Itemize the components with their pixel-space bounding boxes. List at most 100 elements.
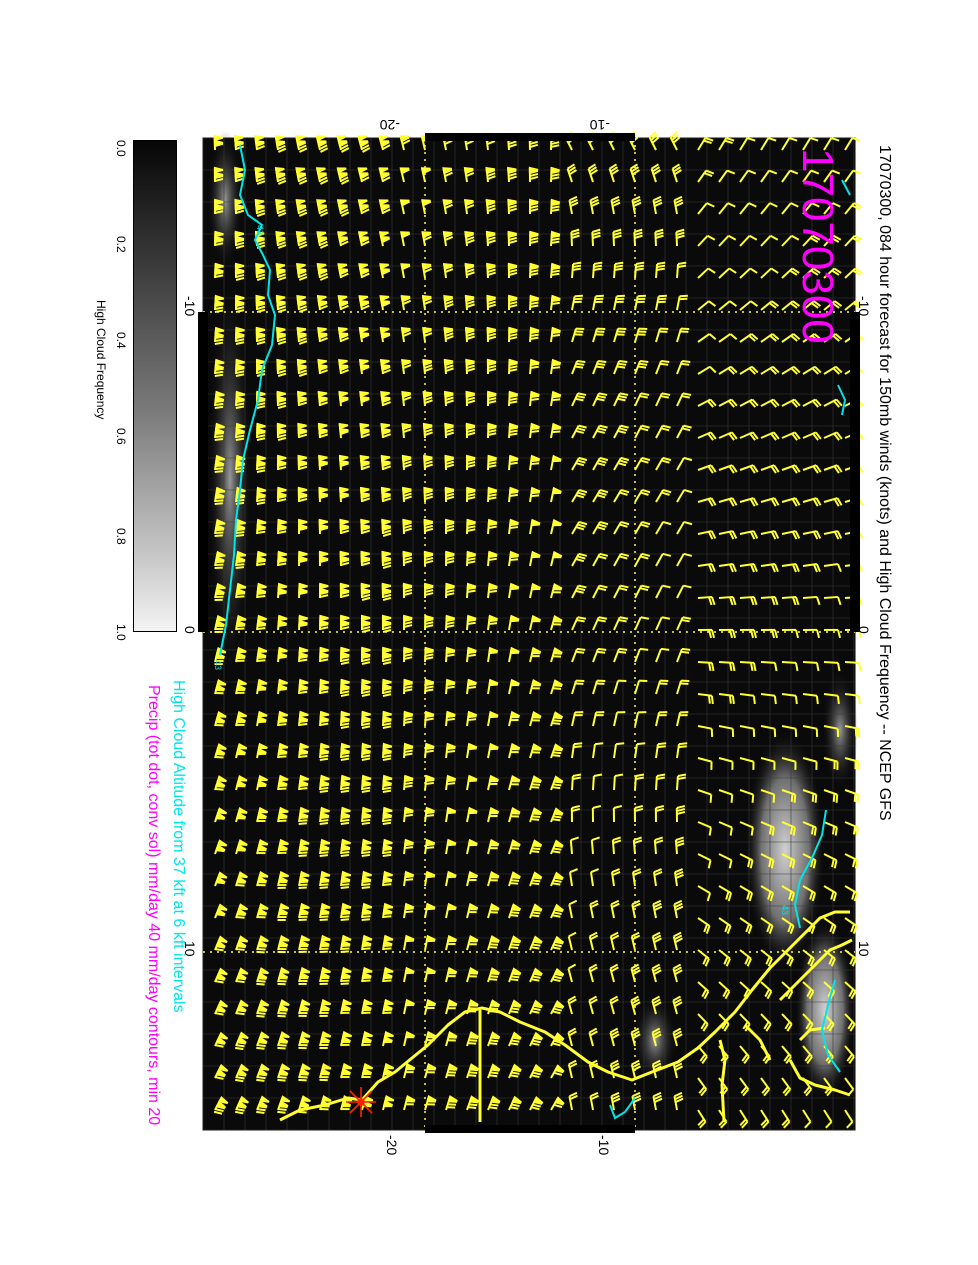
wind-barb: [298, 614, 308, 631]
wind-barb: [214, 678, 227, 695]
wind-barb: [760, 853, 775, 869]
wind-barb: [442, 167, 453, 183]
wind-barb: [317, 422, 329, 439]
wind-barb: [445, 646, 456, 663]
wind-barb: [718, 300, 738, 311]
wind-barb: [487, 1031, 501, 1047]
wind-barb: [402, 582, 413, 599]
wind-barb: [466, 1031, 479, 1047]
wind-barb: [233, 134, 245, 151]
wind-barb: [697, 885, 712, 902]
wind-barb: [781, 333, 801, 343]
wind-barb: [256, 678, 268, 695]
wind-barb: [676, 742, 688, 759]
wind-barb: [739, 595, 758, 606]
wind-barb: [567, 963, 577, 983]
wind-barb: [760, 137, 777, 151]
wind-barb: [608, 163, 619, 183]
wind-barb: [361, 998, 373, 1015]
wind-barb: [697, 725, 714, 737]
wind-barb: [739, 853, 754, 869]
wind-barb: [697, 300, 717, 311]
wind-barb: [802, 169, 820, 183]
wind-barb: [718, 885, 733, 902]
wind-barb: [718, 628, 737, 639]
wind-barb: [487, 422, 497, 439]
wind-barb: [718, 464, 738, 474]
wind-barb: [718, 137, 735, 151]
wind-barb: [214, 262, 224, 279]
wind-barb: [631, 868, 642, 887]
wind-barb: [424, 1095, 437, 1111]
wind-barb: [298, 806, 310, 825]
colorbar-tick-4: 0.8: [114, 528, 128, 545]
wind-barb: [361, 966, 373, 983]
wind-barb: [739, 661, 757, 672]
wind-barb: [697, 1077, 708, 1097]
wind-barb: [633, 228, 643, 247]
wind-barb: [529, 230, 539, 247]
wind-barb: [382, 710, 392, 729]
wind-barb: [445, 1063, 458, 1079]
wind-barb: [508, 839, 521, 855]
wind-barb: [781, 398, 801, 408]
colorbar-label: High Cloud Frequency: [94, 300, 108, 420]
wind-barb: [739, 725, 756, 737]
legend-precip: Precip (tot dot, conv sol) mm/day 40 mm/…: [145, 685, 162, 1126]
wind-barb: [420, 167, 431, 183]
wind-barb: [823, 853, 838, 869]
wind-barb: [718, 431, 738, 441]
colorbar-tick-5: 1.0: [114, 624, 128, 641]
wind-barb: [256, 1095, 270, 1115]
wind-barb: [277, 742, 289, 759]
wind-barb: [464, 230, 475, 247]
wind-barb: [508, 774, 521, 791]
wind-barb: [823, 497, 843, 507]
wind-barb: [739, 169, 757, 183]
wind-barb: [466, 582, 477, 599]
wind-barb: [380, 390, 391, 407]
axis-bar-left: [198, 312, 208, 632]
wind-barb: [697, 464, 717, 474]
wind-barb: [466, 774, 478, 791]
wind-barb: [214, 967, 228, 984]
wind-barb: [466, 1095, 480, 1111]
wind-barb: [844, 757, 860, 770]
wind-barb: [697, 917, 711, 934]
axis-left-label-1: -10: [182, 296, 198, 317]
wind-barb: [297, 390, 308, 407]
wind-barb: [844, 137, 861, 151]
wind-barb: [214, 743, 227, 759]
wind-barb: [379, 263, 391, 279]
wind-barb: [760, 595, 779, 606]
wind-barb: [697, 1109, 707, 1129]
wind-barb: [529, 454, 540, 471]
wind-barb: [361, 806, 372, 825]
wind-barb: [634, 456, 651, 471]
wind-barb: [739, 333, 759, 343]
wind-barb: [592, 520, 609, 535]
wind-barb: [571, 424, 587, 439]
wind-barb: [823, 885, 838, 902]
wind-barb: [464, 294, 475, 311]
wind-barb: [781, 202, 799, 215]
wind-barb: [466, 838, 478, 855]
wind-barb: [254, 198, 266, 217]
wind-barb: [567, 995, 577, 1015]
wind-barb: [592, 679, 606, 695]
wind-barb: [823, 398, 843, 408]
wind-barb: [318, 486, 329, 503]
wind-barb: [634, 742, 646, 759]
wind-barb: [634, 616, 650, 631]
wind-barb: [613, 359, 628, 375]
wind-barb: [214, 518, 226, 537]
wind-barb: [651, 931, 662, 951]
wind-barb: [591, 804, 602, 823]
wind-barb: [781, 628, 800, 639]
wind-barb: [381, 518, 392, 537]
wind-barb: [550, 198, 560, 215]
wind-barb: [673, 899, 684, 919]
wind-barb: [298, 774, 309, 791]
wind-barb: [629, 163, 640, 183]
wind-barb: [444, 486, 455, 503]
